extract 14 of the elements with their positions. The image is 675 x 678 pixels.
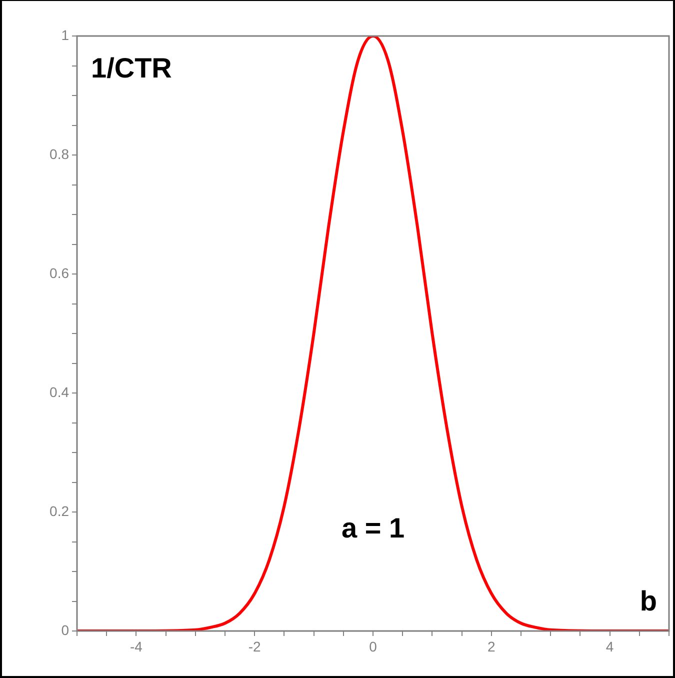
y-tick-label: 1 [61,26,70,43]
y-tick-label: 0.4 [50,384,70,400]
x-tick-label: 4 [606,638,614,654]
y-tick-label: 0 [61,622,70,638]
x-tick-label: 0 [369,638,378,654]
x-axis-title: b [640,586,657,617]
x-tick-label: -4 [130,638,143,654]
y-axis-title: 1/CTR [91,52,172,84]
x-tick-label: -2 [248,638,262,654]
y-tick-label: 0.6 [50,264,70,281]
annotation: a = 1 [341,512,405,544]
x-tick-label: 2 [488,638,496,654]
y-tick-label: 0.2 [50,502,70,519]
y-tick-label: 0.8 [50,146,70,162]
